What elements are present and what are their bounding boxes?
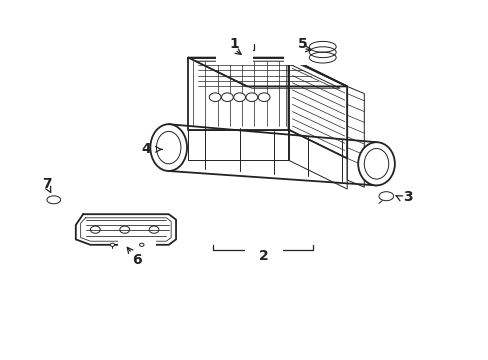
Ellipse shape [47,196,61,204]
Polygon shape [188,58,288,130]
Polygon shape [150,124,186,171]
Polygon shape [188,58,346,86]
Circle shape [245,93,257,102]
Text: 4: 4 [142,143,151,156]
Text: 3: 3 [403,190,412,204]
Polygon shape [188,130,288,160]
Polygon shape [76,214,176,245]
Ellipse shape [150,124,186,171]
Circle shape [209,93,221,102]
Ellipse shape [110,243,115,246]
Text: 5: 5 [298,37,307,51]
Polygon shape [288,58,346,158]
Polygon shape [346,86,364,187]
Text: 6: 6 [132,253,142,267]
Polygon shape [288,130,346,189]
Ellipse shape [140,243,143,246]
Text: 2: 2 [259,249,268,262]
Circle shape [258,93,269,102]
Text: 7: 7 [41,177,51,190]
Ellipse shape [357,142,394,185]
Circle shape [233,93,245,102]
Ellipse shape [378,192,393,201]
Text: 1: 1 [229,37,239,51]
Circle shape [221,93,233,102]
